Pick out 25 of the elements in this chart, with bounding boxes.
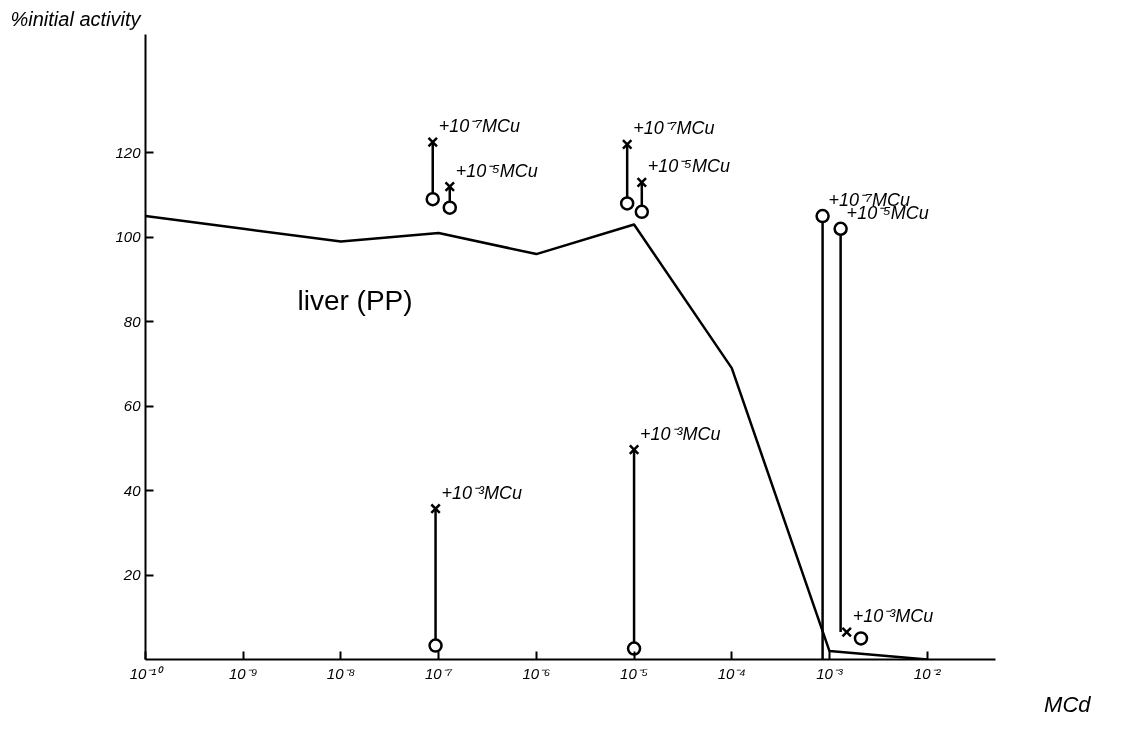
annotation: liver (PP) [297, 284, 413, 316]
x-tick-label: 10⁻⁸ [326, 664, 356, 682]
x-tick-label: 10⁻² [913, 664, 942, 682]
x-tick-label: 10⁻³ [816, 664, 844, 682]
y-tick-label: 80 [123, 312, 142, 330]
annotation: +10⁻⁵MCu [455, 160, 538, 181]
y-axis-title: %initial activity [10, 7, 142, 30]
y-tick-label: 100 [115, 228, 142, 246]
annotation: +10⁻⁷MCu [633, 118, 715, 139]
annotation: +10⁻³MCu [441, 482, 523, 503]
x-tick-label: 10⁻⁵ [620, 664, 649, 682]
annotation: +10⁻⁵MCu [647, 156, 730, 177]
x-tick-label: 10⁻⁷ [424, 664, 453, 682]
x-tick-label: 10⁻⁴ [717, 664, 746, 682]
annotation: +10⁻³MCu [852, 606, 934, 627]
annotation: +10⁻⁷MCu [438, 116, 521, 137]
x-tick-label: 10⁻⁶ [522, 664, 551, 682]
y-tick-label: 60 [123, 397, 142, 415]
y-tick-label: 120 [115, 143, 142, 161]
x-axis-title: MCd [1044, 691, 1092, 717]
x-tick-label: 10⁻¹⁰ [129, 664, 165, 682]
y-tick-label: 40 [123, 481, 142, 499]
y-tick-label: 20 [122, 566, 142, 584]
annotation: +10⁻³MCu [640, 423, 721, 444]
x-tick-label: 10⁻⁹ [229, 664, 258, 682]
